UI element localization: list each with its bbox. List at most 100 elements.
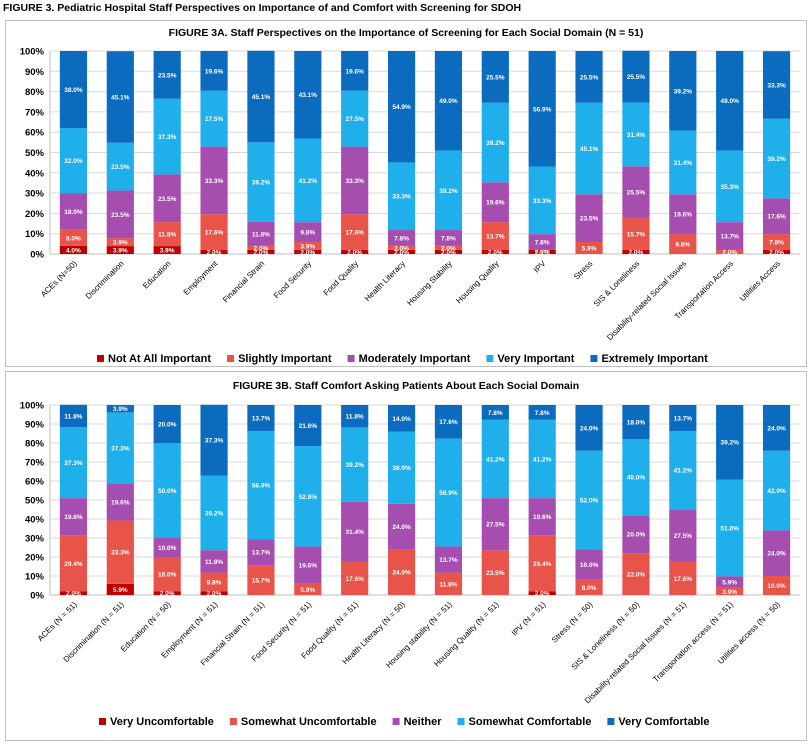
data-label: 42.0% <box>767 488 786 495</box>
bar-segment <box>575 405 603 451</box>
data-label: 14.0% <box>392 416 411 423</box>
bar-segment <box>716 587 744 595</box>
data-label: 39.2% <box>345 462 364 469</box>
bar-segment <box>434 405 463 439</box>
data-label: 17.6% <box>345 230 364 237</box>
bar-segment <box>575 51 603 103</box>
data-label: 27.5% <box>486 522 505 529</box>
data-label: 2.0% <box>66 591 81 598</box>
x-tick-label: Discrimination <box>84 259 126 301</box>
bar-segment <box>200 572 228 592</box>
y-tick-label: 50% <box>25 496 45 507</box>
data-label: 37.3% <box>205 438 224 445</box>
x-tick-label: IPV (N = 51) <box>510 600 548 638</box>
bar-segment <box>481 419 509 499</box>
data-label: 2.0% <box>254 249 269 256</box>
bar-segment <box>341 561 369 595</box>
legend-label: Somewhat Comfortable <box>469 716 592 728</box>
data-label: 2.0% <box>394 245 409 252</box>
data-label: 10.0% <box>767 583 786 590</box>
y-tick-label: 50% <box>25 148 45 159</box>
bar-segment <box>481 51 509 103</box>
bar-segment <box>528 51 556 167</box>
legend-label: Extremely Important <box>601 353 708 365</box>
bar-segment <box>106 483 134 521</box>
bar-segment <box>575 194 603 243</box>
data-label: 16.0% <box>580 562 599 569</box>
legend: Not At All Important Slightly Important Mo… <box>97 353 708 365</box>
bar-segment <box>200 475 228 551</box>
bar-segment <box>622 515 650 554</box>
data-label: 8.0% <box>66 235 81 242</box>
data-label: 15.7% <box>252 578 271 585</box>
data-label: 41.2% <box>674 468 693 475</box>
bar-segment <box>200 90 228 147</box>
bar-segment <box>153 174 181 223</box>
data-label: 0.0% <box>535 247 550 254</box>
data-label: 11.8% <box>252 231 270 238</box>
data-label: 38.0% <box>392 465 411 472</box>
data-label: 2.0% <box>394 249 409 256</box>
bar-segment <box>669 405 697 432</box>
bar-segment <box>106 190 134 239</box>
x-tick-label: Financial Strain <box>221 259 266 304</box>
legend-label: Slightly Important <box>238 353 332 365</box>
legend-label: Very Comfortable <box>618 716 709 728</box>
y-tick-label: 90% <box>25 420 45 431</box>
data-label: 17.6% <box>345 576 364 583</box>
bar-segment <box>247 249 275 254</box>
bar-segment <box>481 182 509 223</box>
x-tick-label: Stress <box>572 259 594 281</box>
x-tick-label: Employment <box>182 259 220 297</box>
data-label: 5.9% <box>582 246 597 253</box>
data-label: 40.0% <box>627 475 646 482</box>
data-label: 13.7% <box>252 550 271 557</box>
data-label: 56.9% <box>439 490 458 497</box>
x-tick-label: Utilities Access <box>738 259 782 303</box>
data-label: 39.2% <box>486 140 505 147</box>
bar-segment <box>575 450 603 550</box>
data-label: 5.9% <box>722 579 737 586</box>
bar-segment <box>622 166 650 219</box>
data-label: 2.0% <box>254 245 269 252</box>
data-label: 25.5% <box>627 190 646 197</box>
data-label: 15.7% <box>627 232 646 239</box>
y-tick-label: 80% <box>25 439 45 450</box>
y-tick-label: 20% <box>25 209 45 220</box>
data-label: 7.8% <box>535 240 550 247</box>
data-label: 27.5% <box>345 116 364 123</box>
data-label: 19.6% <box>486 200 505 207</box>
bar-segment <box>481 498 509 551</box>
y-tick-label: 20% <box>25 553 45 564</box>
y-tick-label: 90% <box>25 67 45 78</box>
y-tick-label: 100% <box>20 401 45 412</box>
data-label: 3.9% <box>113 240 128 247</box>
bar-segment <box>528 591 556 595</box>
data-label: 56.9% <box>533 106 552 113</box>
data-label: 2.0% <box>535 591 550 598</box>
data-label: 3.9% <box>160 248 175 255</box>
legend-label: Not At All Important <box>108 353 211 365</box>
bar-segment <box>387 230 416 246</box>
bar-segment <box>716 479 744 577</box>
bar-segment <box>575 579 603 595</box>
data-label: 3.9% <box>113 406 128 413</box>
bar-segment <box>528 405 556 420</box>
bar-segment <box>200 51 228 91</box>
data-label: 17.6% <box>205 230 224 237</box>
bar-segment <box>341 90 369 147</box>
bar-segment <box>387 249 416 254</box>
bar-segment <box>762 51 791 119</box>
data-label: 41.2% <box>299 178 318 185</box>
data-label: 39.2% <box>252 180 271 187</box>
bar-segment <box>247 405 275 432</box>
y-tick-label: 80% <box>25 87 45 98</box>
data-label: 7.8% <box>769 240 784 247</box>
bar-segment <box>153 443 181 538</box>
legend-label: Very Important <box>497 353 574 365</box>
data-label: 11.8% <box>158 232 176 239</box>
x-tick-label: IPV <box>532 259 548 275</box>
bar-segment <box>622 218 650 250</box>
legend-label: Moderately Important <box>359 353 471 365</box>
bar-segment <box>247 142 275 222</box>
